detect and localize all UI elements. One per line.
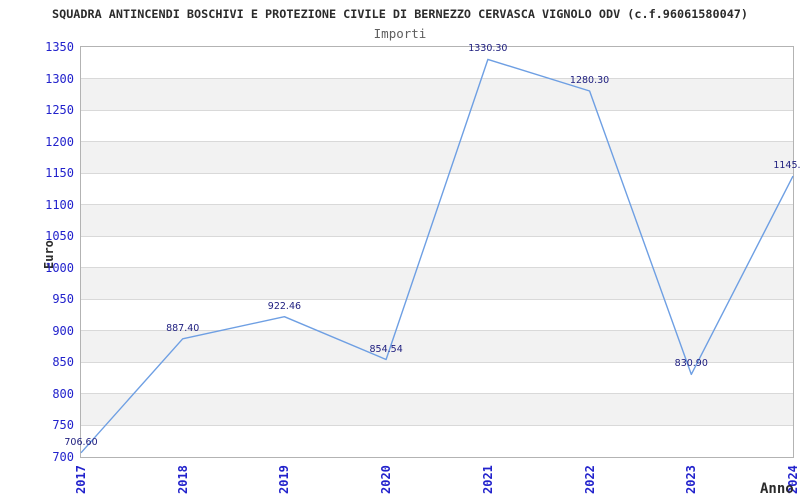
data-point-label: 887.40 xyxy=(166,322,200,334)
data-point-label: 1330.30 xyxy=(468,43,508,55)
x-axis-label: Anno xyxy=(760,481,794,497)
y-tick-label: 1000 xyxy=(45,260,74,275)
y-tick-label: 700 xyxy=(52,450,74,464)
y-tick-label: 1300 xyxy=(45,71,74,86)
x-tick-label: 2019 xyxy=(277,465,292,494)
x-tick-label: 2017 xyxy=(74,465,88,494)
gridline xyxy=(81,424,793,426)
y-tick-label: 750 xyxy=(52,418,74,433)
x-tick-label: 2023 xyxy=(684,465,699,494)
x-tick-label: 2020 xyxy=(379,465,394,494)
line-series-svg xyxy=(80,58,794,454)
plot-band xyxy=(81,78,793,111)
plot-band xyxy=(81,425,793,457)
plot-band xyxy=(81,267,793,300)
chart-title: SQUADRA ANTINCENDI BOSCHIVI E PROTEZIONE… xyxy=(51,7,749,21)
plot-band xyxy=(81,236,793,268)
y-tick-label: 1100 xyxy=(45,197,74,212)
x-tick-label: 2021 xyxy=(480,465,495,494)
y-tick-label: 850 xyxy=(52,355,74,370)
plot-band xyxy=(81,173,793,205)
plot-band xyxy=(81,393,793,426)
y-tick-label: 1350 xyxy=(45,40,74,54)
plot-band xyxy=(81,330,793,363)
gridline xyxy=(81,235,793,237)
y-tick-label: 1050 xyxy=(45,229,74,244)
gridline xyxy=(81,330,793,332)
x-tick-label: 2018 xyxy=(175,465,190,494)
y-tick-label: 1150 xyxy=(45,166,74,181)
y-tick-label: 1200 xyxy=(45,134,74,149)
gridline xyxy=(81,204,793,206)
plot-band xyxy=(81,362,793,394)
y-tick-label: 1250 xyxy=(45,103,74,118)
gridline xyxy=(81,298,793,300)
data-line xyxy=(80,58,794,454)
data-point-label: 1280.30 xyxy=(569,74,610,86)
gridline xyxy=(81,109,793,111)
chart-subtitle: Importi xyxy=(373,26,427,41)
data-point-label: 854.54 xyxy=(369,343,403,355)
gridline xyxy=(81,393,793,395)
data-point-label: 706.60 xyxy=(64,436,98,448)
data-point-label: 1145.30 xyxy=(773,160,800,172)
plot-band xyxy=(81,110,793,142)
plot-area xyxy=(80,46,794,458)
y-tick-label: 950 xyxy=(52,292,74,307)
gridline xyxy=(81,267,793,269)
data-point-label: 922.46 xyxy=(267,300,302,312)
y-tick-label: 800 xyxy=(52,386,74,401)
gridline xyxy=(81,172,793,174)
plot-band xyxy=(81,47,793,79)
gridline xyxy=(81,78,793,80)
data-point-label: 830.90 xyxy=(674,358,708,370)
y-tick-label: 900 xyxy=(52,323,74,338)
gridline xyxy=(81,141,793,143)
plot-band xyxy=(81,141,793,174)
x-tick-label: 2022 xyxy=(582,465,597,494)
gridline xyxy=(81,361,793,363)
